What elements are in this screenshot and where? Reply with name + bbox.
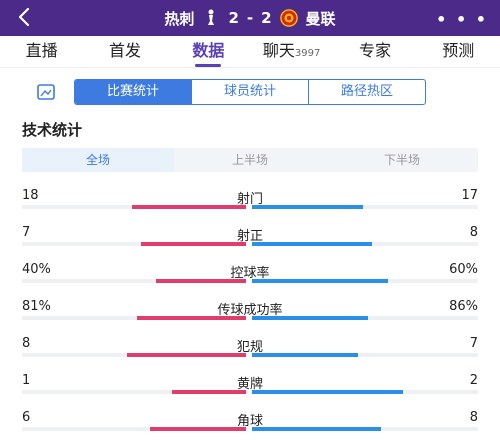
away-stat-bar: [252, 316, 368, 320]
away-stat-bar: [252, 242, 372, 246]
stat-row: 8 犯规 7: [0, 332, 500, 369]
home-stat-track: [22, 242, 246, 246]
home-stat-bar: [137, 316, 246, 320]
away-stat-bar: [252, 279, 388, 283]
chat-count: 3997: [294, 48, 321, 59]
away-stat-bar: [252, 353, 358, 357]
stat-label: 射正: [236, 229, 263, 244]
stat-row: 7 射正 8: [0, 221, 500, 258]
away-score: 2: [261, 9, 272, 27]
home-stat-bar: [141, 242, 246, 246]
home-stat-value: 18: [22, 188, 39, 203]
away-stat-value: 2: [469, 373, 478, 388]
away-stat-bar: [252, 205, 363, 209]
home-stat-value: 81%: [22, 299, 51, 314]
home-stat-track: [22, 316, 246, 320]
subtab-1[interactable]: 球员统计: [191, 80, 308, 104]
period-tabs: 全场 上半场 下半场: [22, 148, 478, 172]
subtab-0[interactable]: 比赛统计: [75, 80, 191, 104]
away-team-crest-icon: [279, 9, 298, 27]
stat-row: 18 射门 17: [0, 184, 500, 221]
tab-nav-2[interactable]: 数据: [167, 36, 250, 67]
home-team-name: 热刺: [164, 9, 195, 28]
home-stat-bar: [172, 390, 246, 394]
tab-label: 预测: [442, 41, 475, 60]
home-stat-track: [22, 279, 246, 283]
stats-subtabs: 比赛统计 球员统计 路径热区: [74, 79, 426, 105]
away-stat-value: 60%: [449, 262, 478, 277]
match-header: 热刺 2 - 2 曼联 • • •: [0, 0, 500, 36]
period-tab-1[interactable]: 上半场: [231, 153, 268, 167]
stat-row: 81% 传球成功率 86%: [0, 295, 500, 332]
section-title: 技术统计: [22, 121, 83, 139]
home-stat-value: 8: [22, 336, 31, 351]
home-stat-value: 7: [22, 225, 31, 240]
tab-label: 聊天: [262, 41, 295, 60]
subtab-2[interactable]: 路径热区: [308, 80, 425, 104]
home-score: 2: [228, 9, 239, 27]
stat-label: 传球成功率: [217, 303, 283, 318]
period-tab-2[interactable]: 下半场: [383, 153, 420, 167]
chevron-left-icon[interactable]: [14, 6, 36, 28]
home-stat-bar: [156, 279, 246, 283]
period-tab-0[interactable]: 全场: [22, 148, 174, 172]
tab-nav-4[interactable]: 专家: [333, 36, 416, 67]
away-stat-bar: [252, 390, 403, 394]
tab-label: 专家: [358, 41, 391, 60]
home-stat-bar: [132, 205, 246, 209]
stat-label: 犯规: [236, 340, 263, 355]
away-stat-track: [252, 353, 478, 357]
more-dots-icon[interactable]: • • •: [436, 10, 488, 29]
stat-row: 6 角球 8: [0, 406, 500, 440]
share-image-icon[interactable]: [36, 82, 58, 102]
away-stat-value: 7: [469, 336, 478, 351]
home-stat-track: [22, 390, 246, 394]
stat-label: 黄牌: [236, 377, 263, 392]
home-stat-value: 1: [22, 373, 31, 388]
match-title: 热刺 2 - 2 曼联: [0, 0, 500, 36]
stat-row: 1 黄牌 2: [0, 369, 500, 406]
tab-nav-5[interactable]: 预测: [417, 36, 500, 67]
stat-label: 角球: [236, 414, 263, 429]
away-stat-value: 8: [469, 225, 478, 240]
away-stat-track: [252, 205, 478, 209]
home-stat-bar: [127, 353, 246, 357]
away-stat-bar: [252, 427, 381, 431]
home-stat-value: 6: [22, 410, 31, 425]
away-stat-value: 17: [461, 188, 478, 203]
stats-list: 18 射门 17 7 射正 8 40% 控球率 60% 81% 传球成功率 86% 8 犯规 7 1 黄牌 2 6 角…: [0, 184, 500, 440]
tab-label: 首发: [108, 41, 141, 60]
stat-label: 射门: [236, 192, 263, 207]
home-stat-value: 40%: [22, 262, 51, 277]
stat-label: 控球率: [230, 266, 270, 281]
away-stat-value: 86%: [449, 299, 478, 314]
away-team-name: 曼联: [305, 9, 336, 28]
home-stat-track: [22, 427, 246, 431]
stat-row: 40% 控球率 60%: [0, 258, 500, 295]
home-team-crest-icon: [208, 9, 215, 25]
tab-label: 直播: [25, 41, 58, 60]
tab-nav-0[interactable]: 直播: [0, 36, 83, 67]
tab-nav-3[interactable]: 聊天3997: [250, 36, 333, 67]
tab-label: 数据: [192, 41, 225, 60]
tab-nav-1[interactable]: 首发: [83, 36, 166, 67]
home-stat-bar: [150, 427, 246, 431]
match-nav-tabs: 直播 首发 数据 聊天3997 专家 预测: [0, 36, 500, 68]
away-stat-value: 8: [469, 410, 478, 425]
score-separator: -: [246, 9, 254, 27]
